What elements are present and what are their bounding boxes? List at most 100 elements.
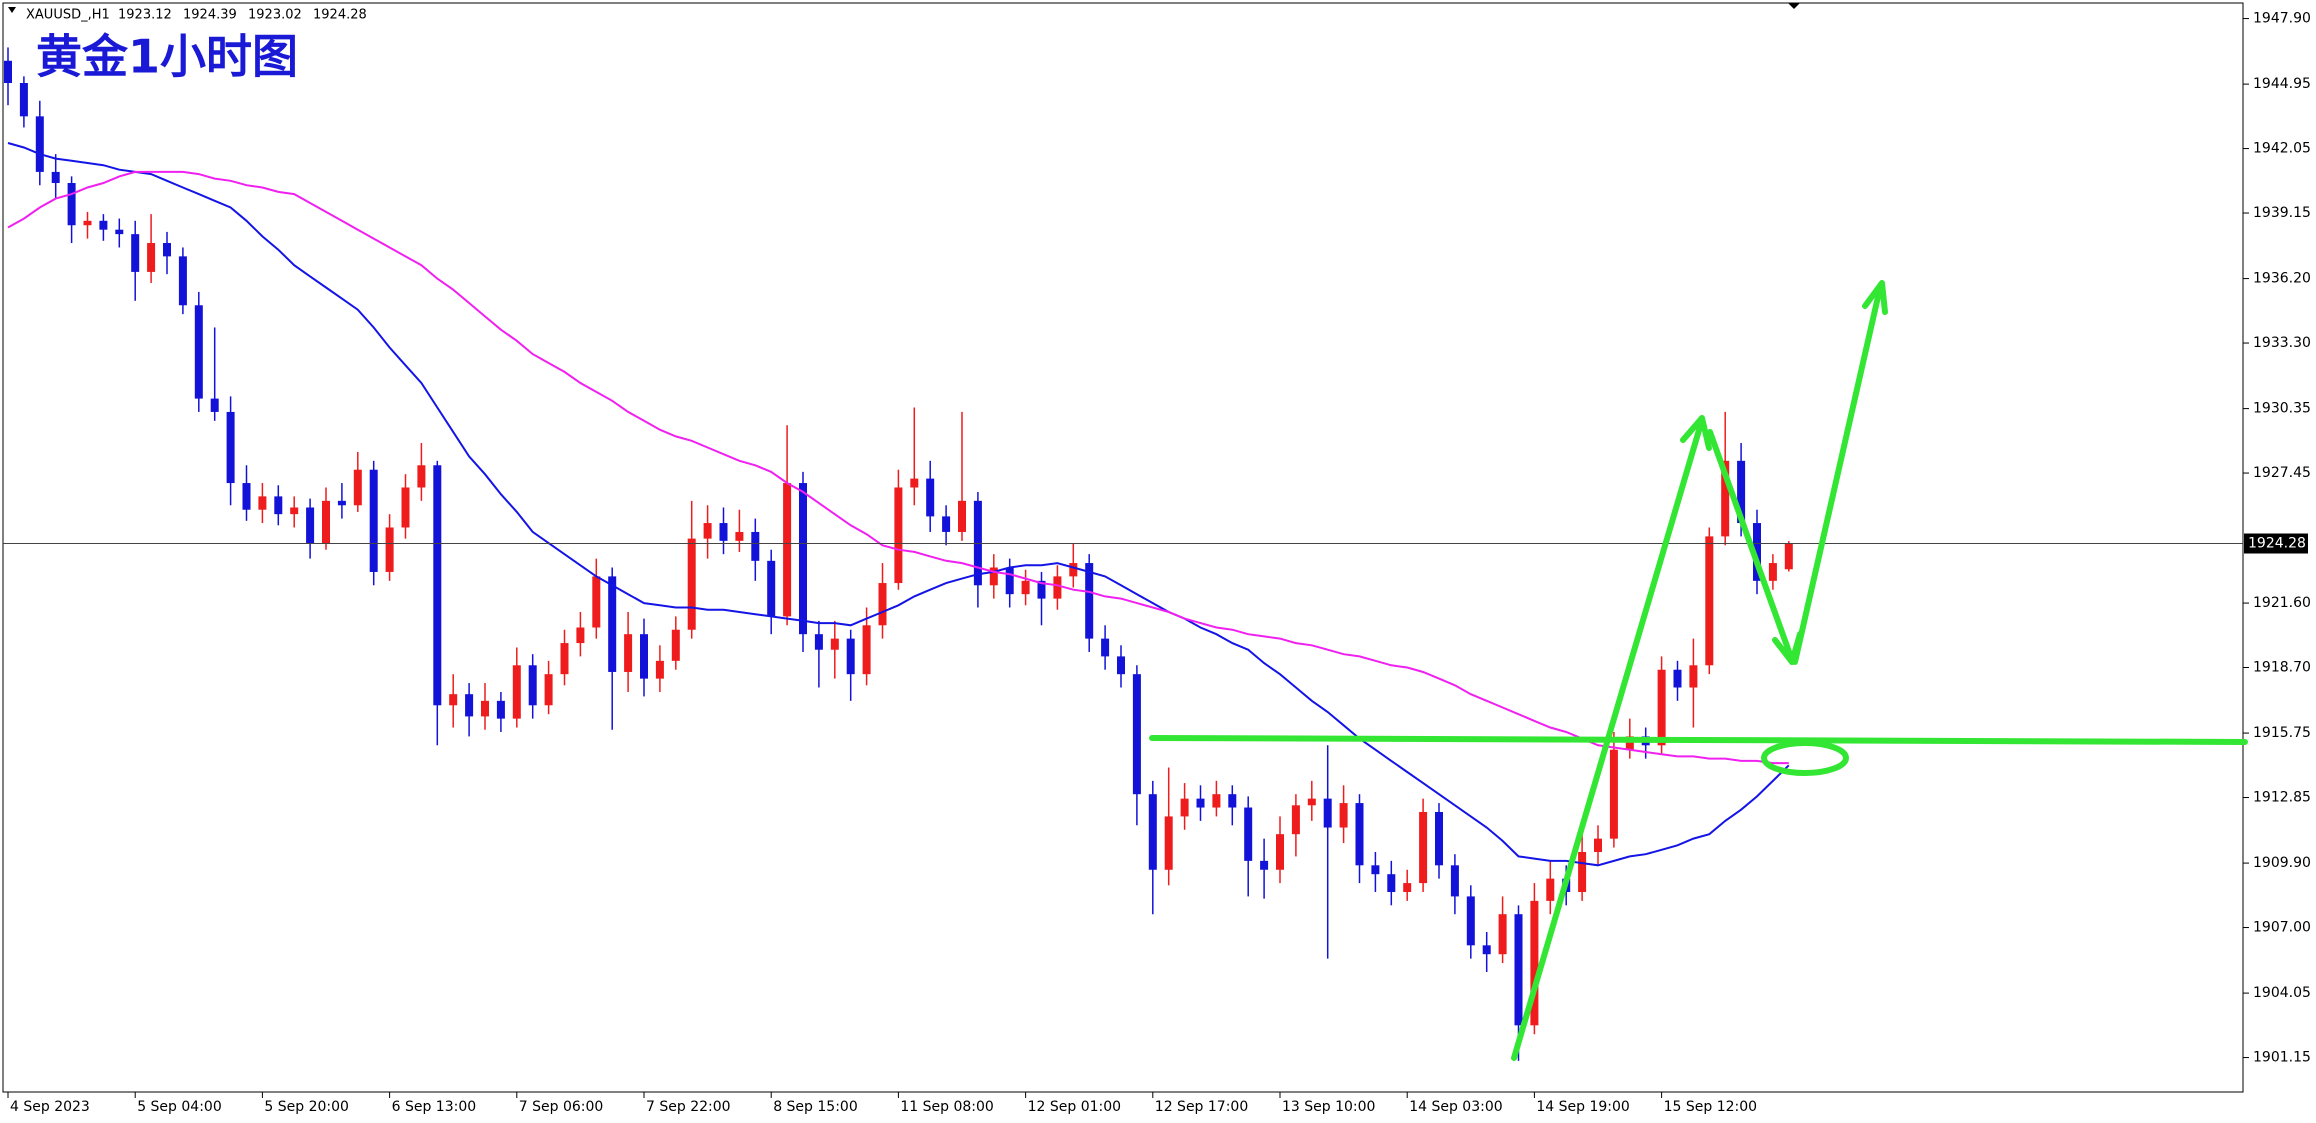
y-tick-label: 1909.90 xyxy=(2253,855,2311,871)
candle-body xyxy=(624,634,633,672)
candle-body xyxy=(862,625,871,675)
symbol: XAUUSD_,H1 xyxy=(26,8,110,23)
candle-body xyxy=(258,496,267,510)
candle-body xyxy=(1625,736,1634,750)
candle-body xyxy=(1546,878,1555,901)
x-tick-label: 8 Sep 15:00 xyxy=(773,1099,858,1115)
candle-body xyxy=(958,500,966,532)
chart-title: 黄金1小时图 xyxy=(36,30,298,84)
candle-body xyxy=(67,183,76,226)
candle-body xyxy=(433,465,442,706)
candle-body xyxy=(576,627,585,644)
candle-body xyxy=(226,411,235,484)
menu-triangle[interactable] xyxy=(8,7,16,13)
candle-body xyxy=(465,694,474,717)
candle-body xyxy=(1705,536,1714,666)
candle-body xyxy=(1053,576,1062,599)
candle-body xyxy=(1085,563,1094,639)
candle-body xyxy=(1148,794,1157,870)
y-tick-label: 1933.30 xyxy=(2253,335,2311,351)
candle-body xyxy=(1371,865,1380,875)
plot-frame xyxy=(2,2,2244,1093)
candle-body xyxy=(1657,669,1666,746)
candle-body xyxy=(4,60,12,84)
y-tick-label: 1918.70 xyxy=(2253,660,2311,676)
y-tick-label: 1947.90 xyxy=(2253,11,2311,27)
candle-body xyxy=(1117,656,1125,675)
candle-body xyxy=(640,634,648,679)
candle-body xyxy=(767,560,776,617)
candle-body xyxy=(528,665,537,706)
moving-average xyxy=(7,142,1790,867)
candle-body xyxy=(878,583,887,626)
candle-body xyxy=(1784,543,1793,570)
candle-body xyxy=(719,523,728,541)
candle-body xyxy=(385,527,394,572)
y-tick-label: 1944.95 xyxy=(2253,76,2311,92)
arrowhead xyxy=(1862,280,1888,315)
candle-body xyxy=(1260,860,1269,870)
candle-body xyxy=(1339,803,1348,828)
x-tick-label: 4 Sep 2023 xyxy=(10,1099,90,1115)
candle-body xyxy=(1403,883,1412,892)
candle-body xyxy=(131,234,140,272)
candle-body xyxy=(1737,460,1746,524)
candle-body xyxy=(115,229,124,235)
candle-body xyxy=(353,469,362,506)
candle-body xyxy=(1307,798,1316,806)
candle-body xyxy=(322,500,330,544)
y-tick-label: 1936.20 xyxy=(2253,271,2311,287)
x-tick-label: 5 Sep 04:00 xyxy=(137,1099,222,1115)
candle-body xyxy=(147,243,156,272)
candle-body xyxy=(1466,896,1475,946)
candle-body xyxy=(1673,669,1682,688)
candle-body xyxy=(1164,816,1173,870)
candle-body xyxy=(163,243,171,257)
candle-body xyxy=(926,478,935,517)
candle-body xyxy=(671,629,680,661)
y-tick-label: 1901.15 xyxy=(2253,1050,2311,1066)
plot-area: 1947.90 1944.95 1942.05 1939.15 1936.20 1933.… xyxy=(3,11,2311,1115)
y-tick-label: 1915.75 xyxy=(2253,725,2311,741)
candle-body xyxy=(544,674,553,706)
candle-body xyxy=(337,500,346,506)
shift-marker xyxy=(1788,3,1800,9)
support-line xyxy=(1149,735,2248,745)
x-tick-label: 14 Sep 03:00 xyxy=(1409,1099,1502,1115)
candle-body xyxy=(1594,838,1602,852)
arrow-up xyxy=(1792,285,1883,665)
y-tick-label: 1927.45 xyxy=(2253,465,2311,481)
x-tick-label: 7 Sep 06:00 xyxy=(519,1099,604,1115)
candle-body xyxy=(1721,460,1730,537)
candle-body xyxy=(306,507,315,544)
last-open: 1923.12 xyxy=(118,8,172,23)
candle-body xyxy=(735,531,744,541)
candle-body xyxy=(814,634,823,650)
candle-body xyxy=(481,700,489,717)
candle-body xyxy=(1419,811,1428,884)
candle-body xyxy=(751,531,760,561)
candle-body xyxy=(401,487,410,528)
arrow-up xyxy=(1511,417,1705,1061)
candle-body xyxy=(1244,807,1253,861)
candle-body xyxy=(1689,665,1698,688)
candle-body xyxy=(1291,805,1300,835)
candle-body xyxy=(1498,914,1507,955)
arrow-down xyxy=(1707,429,1795,663)
candle-body xyxy=(1435,811,1443,866)
candle-body xyxy=(592,576,601,628)
candle-body xyxy=(703,523,712,539)
x-tick-label: 12 Sep 17:00 xyxy=(1155,1099,1248,1115)
candle-body xyxy=(846,638,855,675)
candle-body xyxy=(1196,798,1205,808)
candle-body xyxy=(1323,798,1332,828)
candle-body xyxy=(194,305,203,399)
candle-body xyxy=(210,398,219,412)
candle-body xyxy=(1212,794,1221,808)
candle-body xyxy=(1387,874,1396,892)
candle-body xyxy=(417,465,426,488)
y-tick-label: 1912.85 xyxy=(2253,790,2311,806)
candle-body xyxy=(99,220,108,230)
